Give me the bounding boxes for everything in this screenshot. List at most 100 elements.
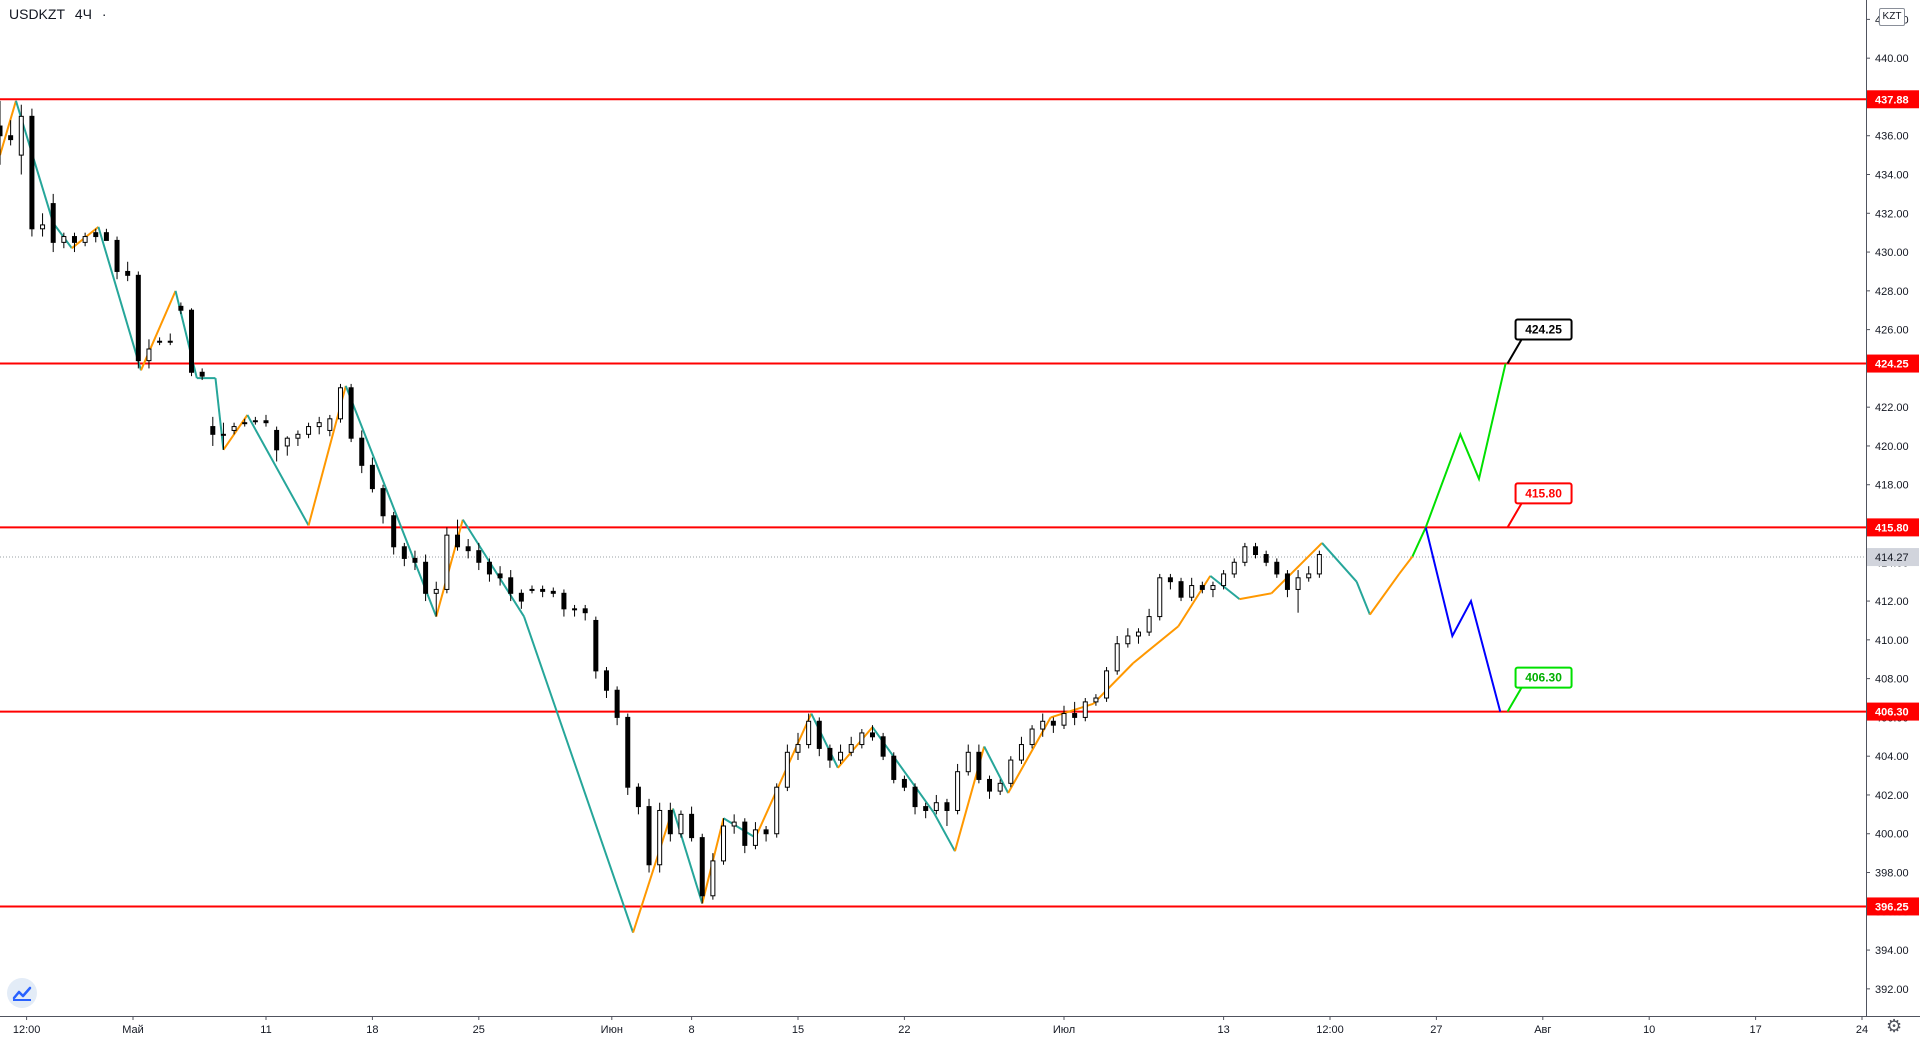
- interval-label[interactable]: 4Ч: [74, 6, 93, 22]
- candle-body: [61, 236, 67, 243]
- candle-body: [944, 802, 950, 811]
- zigzag-leg: [672, 808, 704, 904]
- callout-box: [1514, 318, 1573, 341]
- zigzag-indicator: [0, 100, 1414, 933]
- candle-body: [274, 429, 280, 451]
- price-line-badge: [1867, 354, 1919, 373]
- time-tick-label: 13: [1217, 1024, 1229, 1036]
- candle-body: [1263, 554, 1269, 563]
- price-tick-label: 404.00: [1875, 751, 1909, 763]
- candle-body: [635, 786, 641, 808]
- callout-box: [1514, 666, 1573, 689]
- candle-body: [923, 806, 929, 811]
- time-tick-label: 25: [473, 1024, 485, 1036]
- candle-body: [912, 786, 918, 808]
- zigzag-leg: [523, 616, 635, 933]
- candle-body: [603, 670, 609, 691]
- candle-body: [1167, 577, 1173, 583]
- zigzag-leg: [97, 226, 142, 371]
- candle-body: [848, 744, 854, 753]
- candle-body: [1178, 581, 1184, 598]
- symbol-header[interactable]: USDKZT 4Ч ·: [9, 6, 113, 22]
- zigzag-leg: [632, 808, 674, 933]
- zigzag-leg: [810, 713, 839, 769]
- current-price-badge: [1867, 548, 1919, 567]
- candle-body: [901, 778, 907, 788]
- candle-body: [1306, 573, 1312, 579]
- time-tick-label: Июл: [1053, 1024, 1075, 1036]
- price-line-label: 406.30: [1875, 707, 1909, 719]
- candle-body: [50, 203, 56, 243]
- candle-body: [167, 340, 173, 343]
- currency-badge[interactable]: KZT: [1879, 8, 1905, 26]
- time-tick-label: 11: [260, 1024, 271, 1036]
- tradingview-logo-icon[interactable]: [7, 978, 37, 1008]
- candle-body: [210, 426, 216, 435]
- tradingview-logo-glyph: [12, 986, 32, 1001]
- price-tick-label: 420.00: [1875, 441, 1909, 453]
- candle-body: [348, 387, 354, 439]
- candle-body: [891, 755, 897, 780]
- candle-body: [1146, 616, 1152, 633]
- callouts: 424.25 415.80 406.30: [1506, 318, 1573, 713]
- candle-body: [412, 557, 418, 563]
- candle-body: [40, 224, 46, 230]
- candle-body: [93, 232, 99, 238]
- candle-body: [518, 592, 524, 602]
- candle-body: [955, 771, 961, 811]
- zigzag-leg: [754, 713, 813, 839]
- candle-body: [689, 813, 695, 839]
- candle-body: [231, 426, 237, 431]
- candle-body: [71, 236, 77, 243]
- forecast-up-path: [1411, 363, 1507, 557]
- candle-body: [1040, 720, 1046, 730]
- price-line-label: 415.80: [1875, 522, 1909, 534]
- time-tick-label: 8: [689, 1024, 695, 1036]
- candle-body: [806, 720, 812, 746]
- zigzag-leg: [1270, 542, 1323, 595]
- zigzag-leg: [214, 377, 225, 450]
- candle-body: [859, 732, 865, 746]
- candle-body: [987, 778, 993, 792]
- time-tick-label: Май: [122, 1024, 144, 1036]
- candle-body: [816, 720, 822, 749]
- price-tick-label: 412.00: [1875, 596, 1909, 608]
- candle-body: [295, 433, 301, 439]
- candle-body: [18, 115, 24, 156]
- callout-box: [1514, 482, 1573, 505]
- plot-area[interactable]: [0, 0, 1866, 1016]
- candle-body: [614, 689, 620, 718]
- candle-body: [1082, 701, 1088, 718]
- candle-body: [838, 751, 844, 761]
- candle-body: [1104, 670, 1110, 699]
- callout-pointer: [1506, 502, 1523, 528]
- candle-body: [976, 751, 982, 780]
- time-tick-label: 15: [792, 1024, 804, 1036]
- candle-body: [486, 561, 492, 575]
- gear-icon[interactable]: ⚙: [1886, 1016, 1903, 1036]
- zigzag-leg: [52, 222, 73, 249]
- candle-body: [316, 422, 322, 428]
- candle-body: [82, 236, 88, 243]
- price-axis: 392.00394.00396.00398.00400.00402.00404.…: [1866, 0, 1920, 1042]
- candle-body: [497, 573, 503, 579]
- symbol-name[interactable]: USDKZT: [9, 6, 65, 22]
- price-tick-label: 426.00: [1875, 325, 1909, 337]
- candle-body: [1135, 631, 1141, 637]
- price-line-badge: [1867, 518, 1919, 537]
- candle-body: [1221, 573, 1227, 587]
- price-tick-label: 392.00: [1875, 984, 1909, 996]
- time-tick-label: 22: [898, 1024, 910, 1036]
- zigzag-leg: [1132, 625, 1180, 664]
- callout-label: 424.25: [1525, 323, 1562, 337]
- candle-body: [710, 860, 716, 897]
- zigzag-leg: [983, 746, 1010, 794]
- candle-body: [476, 550, 482, 563]
- zigzag-leg: [1398, 555, 1414, 575]
- candle-body: [199, 371, 205, 377]
- candle-body: [763, 829, 769, 835]
- candle-body: [146, 348, 152, 362]
- candle-body: [529, 588, 535, 591]
- candle-body: [699, 837, 705, 897]
